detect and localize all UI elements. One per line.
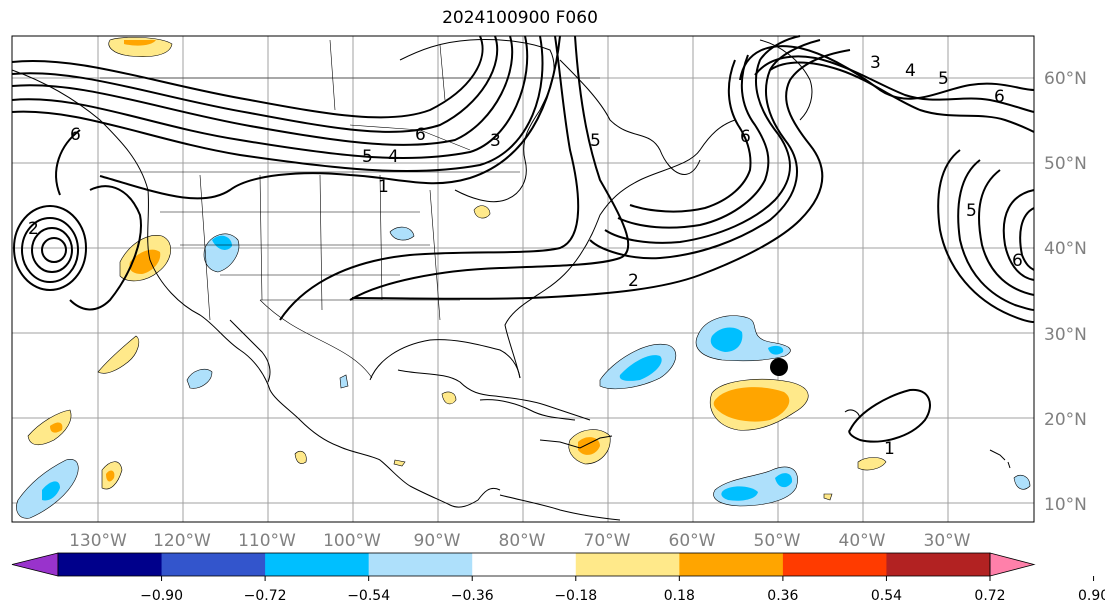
political-borders: [100, 39, 600, 379]
contour-label: 3: [490, 131, 501, 151]
colorbar-segment: [679, 553, 784, 576]
colorbar-tick-label: 0.18: [664, 588, 695, 604]
colorbar-tick-label: −0.36: [451, 588, 494, 604]
colorbar-tick-label: 0.72: [974, 588, 1005, 604]
colorbar: −0.90 −0.72 −0.54 −0.36 −0.18 0.18 0.36 0.54 0.7…: [11, 552, 1105, 604]
lat-label: 50°N: [1044, 154, 1087, 174]
colorbar-tick-label: −0.72: [244, 588, 287, 604]
colorbar-extend-low: [11, 552, 59, 577]
lat-label: 40°N: [1044, 239, 1087, 259]
colorbar-segment: [368, 553, 473, 576]
contour-label-group: 6 5 4 3 5 1 2 6 5 4 3 6 5 6 2 1 6: [28, 53, 1023, 459]
colorbar-segment: [575, 553, 680, 576]
contour-label: 6: [994, 87, 1005, 107]
lon-label: 40°W: [839, 531, 886, 551]
contour-label: 6: [70, 125, 81, 145]
lon-label: 30°W: [924, 531, 971, 551]
colorbar-segment: [472, 553, 577, 576]
contour-label: 5: [938, 69, 949, 89]
contour-label: 2: [28, 219, 39, 239]
lon-label: 100°W: [323, 531, 381, 551]
latitude-labels: 60°N 50°N 40°N 30°N 20°N 10°N: [1044, 69, 1087, 515]
colorbar-segment: [782, 553, 887, 576]
colorbar-segment: [265, 553, 370, 576]
longitude-labels: 130°W 120°W 110°W 100°W 90°W 80°W 70°W 6…: [69, 531, 971, 551]
contour-label: 6: [415, 125, 426, 145]
contour-label: 2: [628, 271, 639, 291]
contour-label: 1: [378, 177, 389, 197]
contour-label: 1: [884, 439, 895, 459]
lat-label: 20°N: [1044, 410, 1087, 430]
colorbar-segment: [58, 553, 163, 576]
contour-label: 6: [740, 127, 751, 147]
coastlines: [11, 39, 1011, 521]
lat-label: 60°N: [1044, 69, 1087, 89]
colorbar-tick-label: 0.90: [1078, 588, 1105, 604]
lat-label: 10°N: [1044, 495, 1087, 515]
lon-label: 50°W: [754, 531, 801, 551]
lon-label: 110°W: [238, 531, 296, 551]
colorbar-tick-label: 0.54: [871, 588, 902, 604]
contour-label: 3: [870, 53, 881, 73]
colorbar-segment: [886, 553, 991, 576]
colorbar-tick-label: −0.18: [554, 588, 597, 604]
lon-label: 60°W: [669, 531, 716, 551]
contour-label: 5: [966, 201, 977, 221]
storm-position-marker: [770, 358, 788, 376]
shaded-fields: [16, 37, 1031, 519]
colorbar-tick-label: −0.54: [347, 588, 390, 604]
colorbar-extend-high: [989, 552, 1036, 577]
map-title: 2024100900 F060: [442, 8, 598, 28]
colorbar-tick-label: −0.90: [140, 588, 183, 604]
colorbar-tick-label: 0.36: [767, 588, 798, 604]
map-border: [11, 35, 1035, 523]
colorbar-segment: [161, 553, 266, 576]
lon-label: 80°W: [499, 531, 546, 551]
contour-label: 4: [388, 147, 399, 167]
lon-label: 130°W: [69, 531, 127, 551]
lat-label: 30°N: [1044, 325, 1087, 345]
contour-label: 4: [905, 61, 916, 81]
contour-label: 6: [1012, 251, 1023, 271]
contour-lines: [11, 35, 1035, 443]
contour-label: 5: [362, 147, 373, 167]
contour-label: 5: [590, 131, 601, 151]
lon-label: 120°W: [153, 531, 211, 551]
map-panel: 6 5 4 3 5 1 2 6 5 4 3 6 5 6 2 1 6: [11, 35, 1035, 523]
lon-label: 70°W: [584, 531, 631, 551]
colorbar-frame: [57, 552, 991, 577]
lon-label: 90°W: [414, 531, 461, 551]
